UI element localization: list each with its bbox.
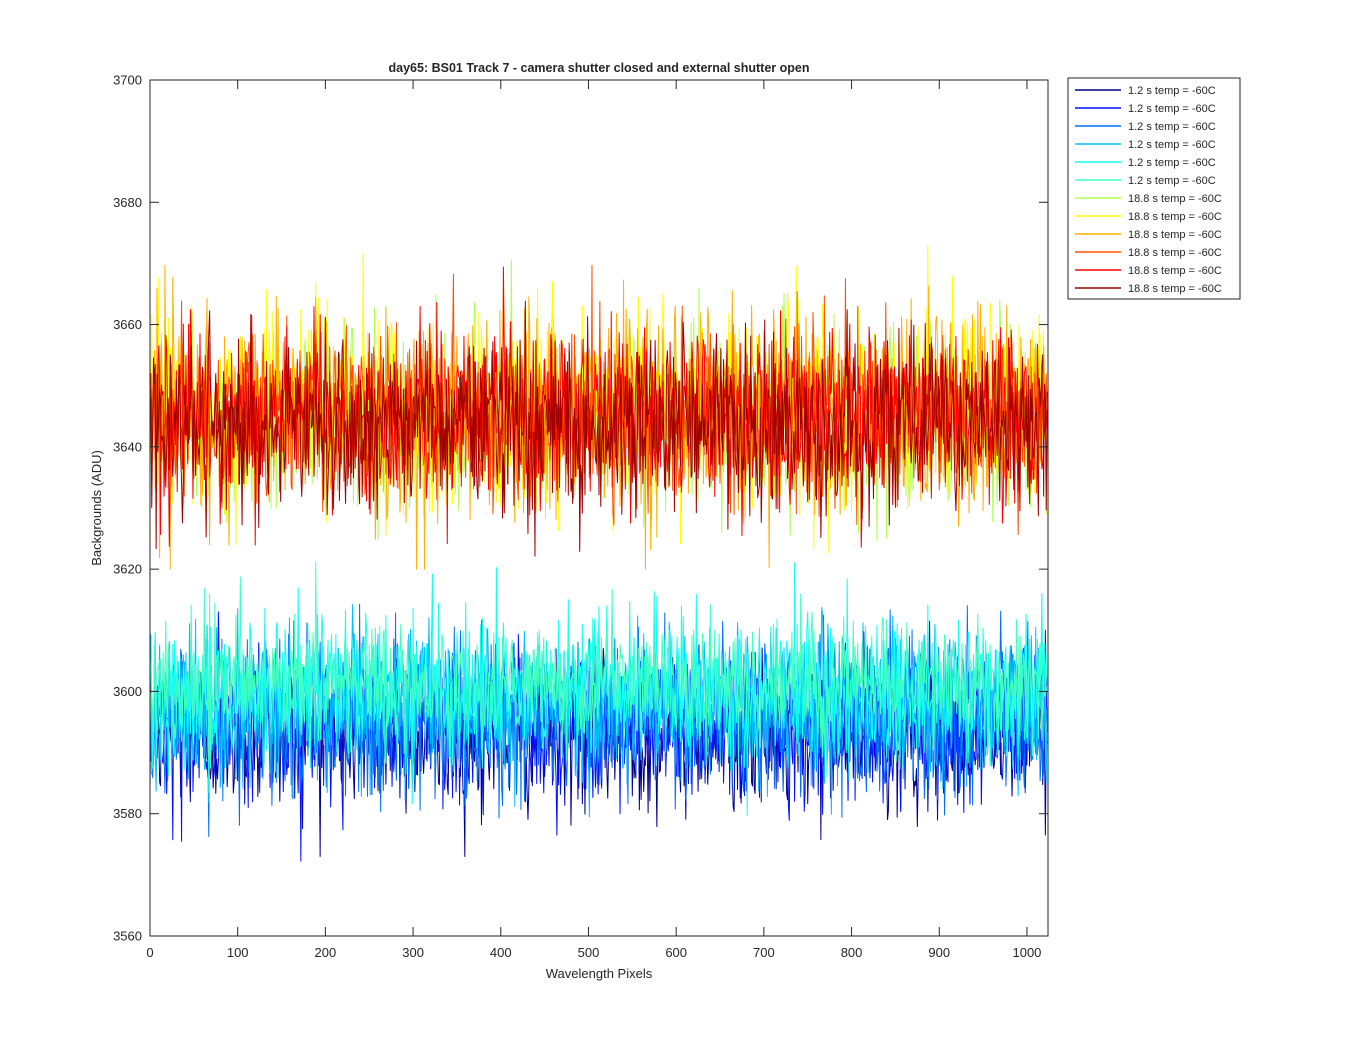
legend-label: 18.8 s temp = -60C: [1128, 229, 1222, 241]
legend-item: 1.2 s temp = -60C: [1075, 121, 1216, 133]
legend-label: 18.8 s temp = -60C: [1128, 247, 1222, 259]
legend-label: 1.2 s temp = -60C: [1128, 175, 1216, 187]
x-axis-label: Wavelength Pixels: [546, 966, 653, 981]
y-tick-label: 3580: [113, 806, 142, 821]
x-tick-label: 100: [227, 945, 249, 960]
x-tick-label: 400: [490, 945, 512, 960]
y-tick-label: 3600: [113, 684, 142, 699]
x-axis-ticks: 0 100 200 300 400 500 600 700 800 900 1000: [146, 80, 1041, 960]
legend-label: 1.2 s temp = -60C: [1128, 103, 1216, 115]
y-tick-label: 3680: [113, 195, 142, 210]
legend-item: 1.2 s temp = -60C: [1075, 139, 1216, 151]
x-tick-label: 0: [146, 945, 153, 960]
series-line-6: [149, 561, 1048, 770]
legend-label: 18.8 s temp = -60C: [1128, 211, 1222, 223]
x-tick-label: 600: [665, 945, 687, 960]
legend-box: [1067, 77, 1241, 300]
y-tick-label: 3640: [113, 439, 142, 454]
legend-item: 18.8 s temp = -60C: [1075, 193, 1222, 205]
axes-box: [149, 79, 1049, 937]
legend-item: 1.2 s temp = -60C: [1075, 175, 1216, 187]
y-tick-label: 3700: [113, 73, 142, 88]
x-tick-label: 900: [928, 945, 950, 960]
y-tick-label: 3660: [113, 317, 142, 332]
legend-item: 18.8 s temp = -60C: [1075, 247, 1222, 259]
legend-label: 1.2 s temp = -60C: [1128, 157, 1216, 169]
x-tick-label: 500: [578, 945, 600, 960]
x-tick-label: 1000: [1012, 945, 1041, 960]
legend: 1.2 s temp = -60C 1.2 s temp = -60C 1.2 s …: [1067, 77, 1241, 300]
chart-title: day65: BS01 Track 7 - camera shutter clo…: [389, 61, 810, 75]
y-axis-ticks: 3560 3580 3600 3620 3640 3660 3680 3700: [113, 73, 1048, 944]
legend-label: 1.2 s temp = -60C: [1128, 121, 1216, 133]
x-tick-label: 700: [753, 945, 775, 960]
y-axis-label: Backgrounds (ADU): [89, 450, 104, 566]
series-line-12: [149, 300, 1048, 557]
legend-label: 18.8 s temp = -60C: [1128, 283, 1222, 295]
plot-lines: [149, 245, 1048, 862]
y-tick-label: 3620: [113, 562, 142, 577]
legend-item: 18.8 s temp = -60C: [1075, 283, 1222, 295]
legend-item: 18.8 s temp = -60C: [1075, 229, 1222, 241]
legend-item: 1.2 s temp = -60C: [1075, 103, 1216, 115]
x-tick-label: 300: [402, 945, 424, 960]
axes-background: [150, 80, 1048, 936]
x-tick-label: 800: [841, 945, 863, 960]
y-tick-label: 3560: [113, 929, 142, 944]
x-tick-label: 200: [315, 945, 337, 960]
legend-item: 18.8 s temp = -60C: [1075, 265, 1222, 277]
legend-label: 1.2 s temp = -60C: [1128, 139, 1216, 151]
legend-label: 18.8 s temp = -60C: [1128, 265, 1222, 277]
legend-label: 18.8 s temp = -60C: [1128, 193, 1222, 205]
legend-item: 1.2 s temp = -60C: [1075, 85, 1216, 97]
legend-label: 1.2 s temp = -60C: [1128, 85, 1216, 97]
legend-item: 18.8 s temp = -60C: [1075, 211, 1222, 223]
legend-item: 1.2 s temp = -60C: [1075, 157, 1216, 169]
